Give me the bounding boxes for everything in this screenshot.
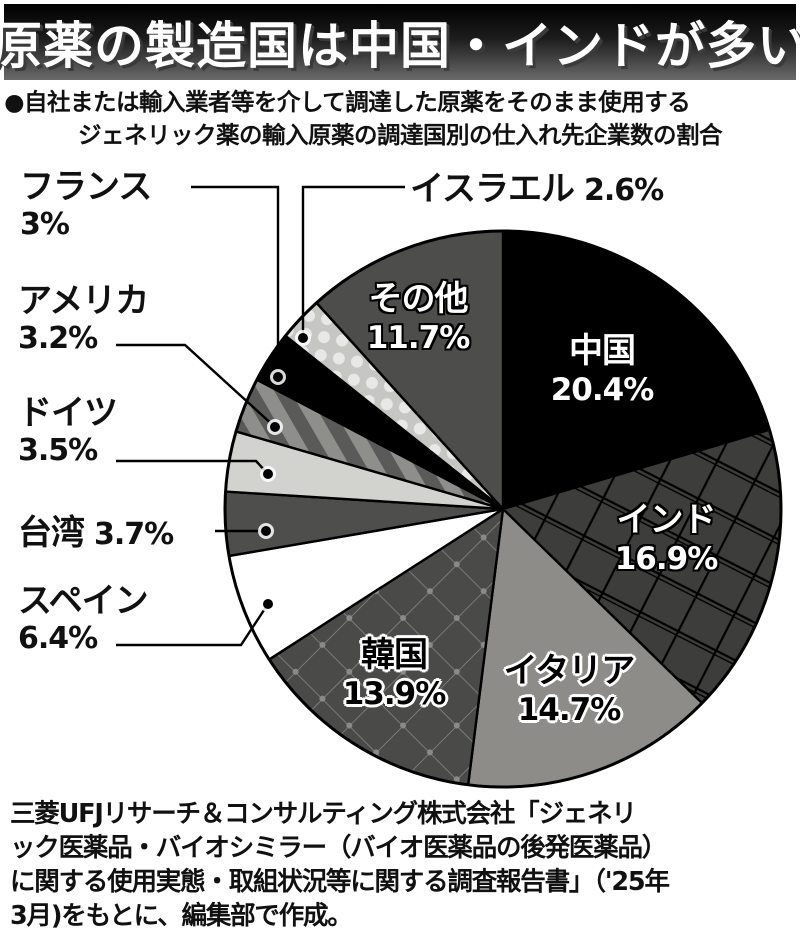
label-other-value: 11.7% — [366, 319, 471, 356]
label-germany-name: ドイツ — [18, 393, 118, 433]
title-bar: 原薬の製造国は中国・インドが多い — [0, 4, 800, 80]
chart-title: 原薬の製造国は中国・インドが多い — [0, 17, 800, 75]
label-france-value: 3% — [20, 207, 70, 242]
label-china: 中国 20.4% — [540, 331, 664, 408]
label-taiwan-value: 3.7% — [94, 517, 174, 552]
label-germany-value: 3.5% — [18, 433, 98, 468]
leader-line-israel — [301, 185, 405, 338]
leader-dot-france — [273, 372, 283, 382]
leader-dot-taiwan — [261, 526, 271, 536]
label-korea-value: 13.9% — [342, 675, 447, 712]
subtitle-line-2: ジェネリック薬の輸入原薬の調達国別の仕入れ先企業数の割合 — [78, 121, 723, 149]
label-usa-value: 3.2% — [18, 321, 98, 356]
label-taiwan-name: 台湾 — [18, 513, 85, 553]
leader-dot-spain — [263, 599, 273, 609]
label-usa: アメリカ 3.2% — [18, 281, 149, 356]
pie-outline — [223, 229, 783, 789]
label-china-name: 中国 — [569, 331, 636, 371]
label-italy-value: 14.7% — [517, 691, 622, 728]
subtitle-line-1: ●自社または輸入業者等を介して調達した原薬をそのまま使用する — [4, 88, 691, 116]
leader-dot-israel — [298, 333, 308, 343]
label-spain: スペイン 6.4% — [18, 581, 149, 656]
chart-subtitle: ●自社または輸入業者等を介して調達した原薬をそのまま使用する ジェネリック薬の輸… — [0, 86, 800, 152]
leader-dot-usa — [270, 422, 280, 432]
source-line-2: ック医薬品・バイオシミラー（バイオ医薬品の後発医薬品） — [10, 833, 667, 863]
label-spain-value: 6.4% — [18, 621, 98, 656]
label-france: フランス 3% — [20, 167, 152, 242]
source-line-1: 三菱UFJリサーチ＆コンサルティング株式会社「ジェネリ — [10, 799, 637, 829]
label-india-name: インド — [616, 500, 717, 540]
label-israel: イスラエル 2.6% — [410, 169, 664, 209]
label-israel-name: イスラエル — [410, 169, 575, 209]
leader-lines — [116, 185, 405, 647]
label-germany: ドイツ 3.5% — [18, 393, 118, 468]
leader-line-spain — [116, 603, 270, 647]
label-italy-name: イタリア — [503, 651, 636, 691]
label-usa-name: アメリカ — [18, 281, 149, 321]
label-spain-name: スペイン — [18, 581, 149, 621]
label-india-value: 16.9% — [614, 540, 719, 577]
label-china-value: 20.4% — [550, 371, 655, 408]
label-india: インド 16.9% — [604, 500, 728, 577]
leader-line-france — [191, 185, 280, 377]
pie-slices — [223, 229, 783, 789]
label-korea: 韓国 13.9% — [332, 635, 456, 712]
label-italy: イタリア 14.7% — [494, 651, 644, 728]
label-taiwan: 台湾 3.7% — [18, 513, 174, 553]
leader-line-usa — [116, 343, 276, 428]
label-korea-name: 韓国 — [361, 635, 428, 675]
source-line-4: 3月)をもとに、編集部で作成。 — [10, 901, 353, 931]
source-line-3: に関する使用実態・取組状況等に関する調査報告書」（'25年 — [10, 867, 670, 897]
label-israel-value: 2.6% — [583, 173, 664, 208]
source-note: 三菱UFJリサーチ＆コンサルティング株式会社「ジェネリ ック医薬品・バイオシミラ… — [10, 797, 795, 933]
label-other: その他 11.7% — [356, 279, 480, 356]
label-france-name: フランス — [20, 167, 152, 207]
leader-dot-germany — [263, 469, 273, 479]
label-other-name: その他 — [368, 279, 469, 319]
